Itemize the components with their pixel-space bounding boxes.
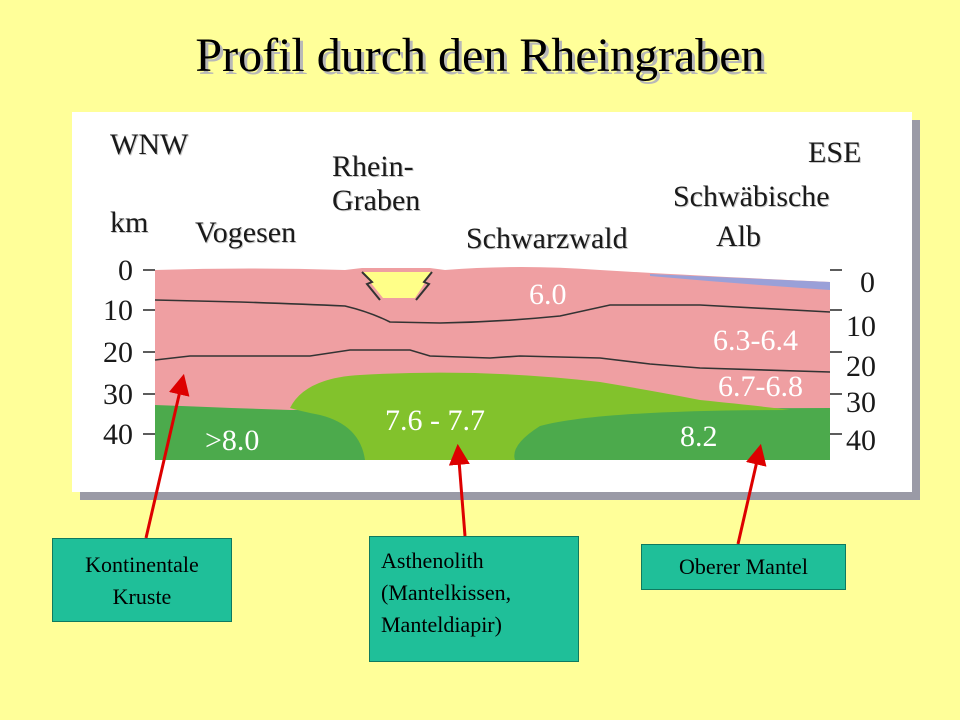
callout-mantel-line1: Oberer Mantel — [679, 554, 808, 579]
tick-left-20: 20 — [103, 336, 133, 369]
tick-left-40: 40 — [103, 418, 133, 451]
region-vogesen: Vogesen — [195, 216, 297, 249]
callout-asthenolith: Asthenolith (Mantelkissen, Manteldiapir) — [369, 536, 579, 662]
tick-right-20: 20 — [846, 350, 876, 383]
tick-right-0: 0 — [860, 266, 875, 299]
graben-fault-west — [361, 271, 381, 301]
arrow-asthenolith — [448, 443, 470, 537]
asthenolith-layer — [290, 372, 790, 460]
page-title: Profil durch den Rheingraben — [195, 29, 765, 82]
conrad-line — [154, 299, 831, 324]
velocity-lower-crust: 6.7-6.8 — [718, 370, 803, 403]
region-rheingraben-line1: Rhein- — [332, 150, 414, 183]
tick-left-0: 0 — [118, 254, 133, 287]
region-schwaebische-alb-line1: Schwäbische — [673, 180, 830, 213]
tick-right-40: 40 — [846, 424, 876, 457]
callout-asthenolith-line2: (Mantelkissen, — [381, 580, 512, 605]
tick-right-30: 30 — [846, 386, 876, 419]
velocity-asthenolith: 7.6 - 7.7 — [385, 404, 485, 437]
graben-fault-east — [415, 271, 433, 301]
callout-oberer-mantel: Oberer Mantel — [641, 544, 846, 590]
callout-asthenolith-line1: Asthenolith — [381, 548, 484, 573]
graben-sediment — [362, 272, 432, 298]
arrow-kruste — [144, 373, 190, 539]
region-schwarzwald: Schwarzwald — [466, 222, 628, 255]
direction-west: WNW — [110, 128, 189, 161]
velocity-middle-crust: 6.3-6.4 — [713, 324, 798, 357]
callout-kruste-line1: Kontinentale — [85, 552, 199, 577]
callout-asthenolith-line3: Manteldiapir) — [381, 612, 502, 637]
arrow-mantel — [736, 443, 767, 545]
depth-ticks-right — [830, 269, 842, 435]
direction-east: ESE — [808, 136, 862, 169]
callout-kruste-line2: Kruste — [112, 584, 172, 609]
callout-kontinentale-kruste: Kontinentale Kruste — [52, 538, 232, 622]
depth-ticks-left — [143, 269, 155, 435]
velocity-mantle-west: >8.0 — [205, 424, 260, 457]
unit-label: km — [110, 206, 149, 239]
tick-left-10: 10 — [103, 294, 133, 327]
region-rheingraben-line2: Graben — [332, 184, 421, 217]
velocity-mantle-east: 8.2 — [680, 420, 718, 453]
region-rheingraben: Rhein- Graben — [332, 150, 420, 218]
velocity-upper-crust: 6.0 — [529, 278, 567, 311]
tick-left-30: 30 — [103, 378, 133, 411]
region-schwaebische-alb-line2: Alb — [716, 220, 761, 253]
tick-right-10: 10 — [846, 310, 876, 343]
lower-crust-line — [154, 349, 831, 373]
sediment-east — [650, 274, 830, 290]
